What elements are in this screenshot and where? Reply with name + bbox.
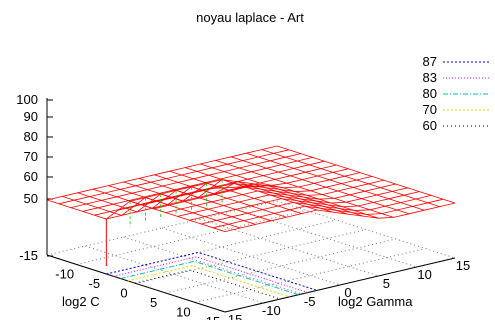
contour-line-83 xyxy=(113,256,308,294)
surface-line-x xyxy=(106,164,337,220)
z-tick-label: -15 xyxy=(19,248,38,263)
x-tick-label: 15 xyxy=(206,314,220,320)
grid-line-y xyxy=(161,227,341,286)
surface-line-x xyxy=(70,153,301,208)
x-axis-line xyxy=(46,254,226,313)
z-tick-label: 70 xyxy=(24,149,38,164)
surface-line-y xyxy=(276,145,456,204)
surface-line-y xyxy=(169,170,348,215)
z-tick-label: 50 xyxy=(24,191,38,206)
surface-line-x xyxy=(165,183,396,214)
surface-line-x xyxy=(82,157,313,212)
x-tick-label: 5 xyxy=(150,295,157,310)
grid-line-x xyxy=(195,248,426,303)
contour-lines xyxy=(106,251,318,300)
y-tick-label: 5 xyxy=(383,276,390,291)
legend-label: 60 xyxy=(423,118,437,133)
z-tick-label: 100 xyxy=(16,92,38,107)
y-tick-label: 0 xyxy=(344,285,351,300)
surface-line-x xyxy=(189,191,420,221)
x-axis-label: log2 C xyxy=(62,294,100,309)
surface-line-x xyxy=(201,195,432,225)
x-tick-label: 0 xyxy=(120,286,127,301)
surface-line-x xyxy=(177,187,408,217)
y-tick-label: 15 xyxy=(456,258,470,273)
grid-line-x xyxy=(135,229,367,284)
z-axis: 100 90 80 70 60 50 -15 xyxy=(16,92,53,263)
x-tick-labels: -10 -5 0 5 10 15 xyxy=(55,267,220,320)
contour-line-80 xyxy=(120,260,299,296)
surface-line-y xyxy=(246,152,425,211)
surface-line-x xyxy=(224,202,456,233)
legend-label: 80 xyxy=(423,86,437,101)
y-tick-labels: -15 -10 -5 0 5 10 15 xyxy=(224,258,471,320)
grid-line-y xyxy=(200,218,379,277)
x-tick-label: -5 xyxy=(89,276,101,291)
surface-line-y xyxy=(215,160,394,218)
chart-title: noyau laplace - Art xyxy=(196,10,304,25)
contour-line-60 xyxy=(134,269,281,300)
surface-line-x xyxy=(46,145,278,201)
legend-label: 70 xyxy=(423,102,437,117)
y-tick-label: -10 xyxy=(262,303,281,318)
surface-line-y xyxy=(184,167,364,217)
surface-line-y xyxy=(200,163,379,219)
grid-line-y xyxy=(123,236,302,295)
y-tick-label: 10 xyxy=(417,267,431,282)
y-axis-label: log2 Gamma xyxy=(338,294,413,309)
surface-line-y xyxy=(261,149,440,207)
z-tick-label: 60 xyxy=(24,169,38,184)
legend-label: 87 xyxy=(423,54,437,69)
surface-line-x xyxy=(213,198,444,229)
grid-line-x xyxy=(76,210,307,265)
base-frame xyxy=(46,254,456,313)
x-tick-label: -10 xyxy=(55,267,74,282)
y-tick-label: -15 xyxy=(224,312,243,320)
z-tick-label: 80 xyxy=(24,129,38,144)
grid-line-x xyxy=(106,219,337,275)
x-tick-label: 10 xyxy=(176,305,190,320)
surface-line-x xyxy=(94,160,325,216)
surface-line-y xyxy=(154,174,333,213)
y-axis-line xyxy=(224,257,456,313)
z-tick-label: 90 xyxy=(24,109,38,124)
surface-line-y xyxy=(230,156,410,215)
surface-line-x xyxy=(153,179,384,210)
surface-line-x xyxy=(129,172,361,202)
surface-line-x xyxy=(58,149,289,205)
contour-line-87 xyxy=(106,251,318,291)
surface-mesh xyxy=(46,145,456,266)
contour-line-70 xyxy=(127,265,290,298)
y-tick-label: -5 xyxy=(304,294,316,309)
legend-label: 83 xyxy=(423,70,437,85)
